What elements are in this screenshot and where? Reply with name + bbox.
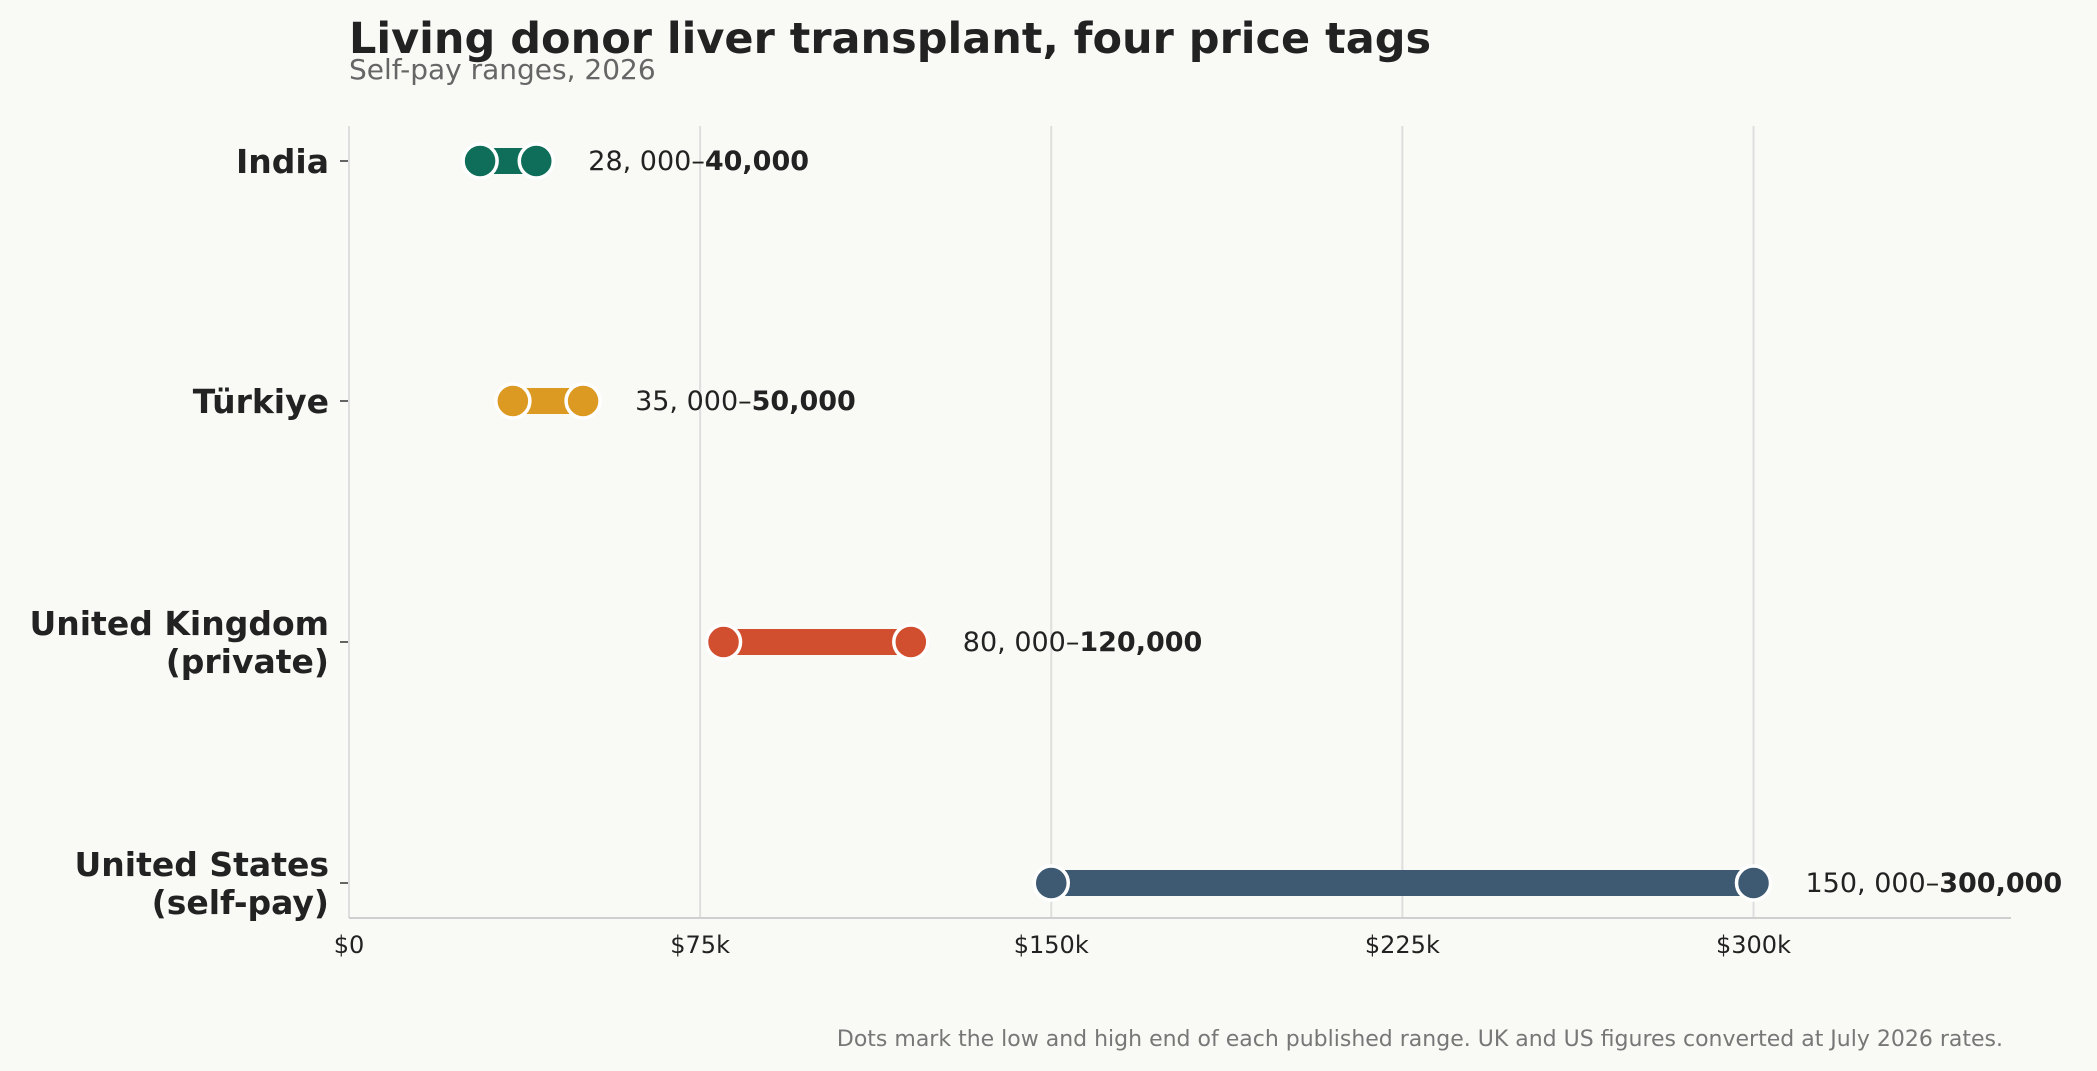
x-tick-label: $0 bbox=[334, 931, 365, 959]
labels: India 28, 000–40,000 Türkiye 35, 000–50,000… bbox=[29, 142, 2062, 922]
range-value-label: 28, 000–40,000 bbox=[588, 146, 809, 177]
range-low-text: 28, 000– bbox=[588, 146, 705, 177]
range-bar bbox=[723, 629, 911, 655]
range-high-text: 120,000 bbox=[1079, 627, 1202, 658]
axes: $0 $75k $150k $225k $300k bbox=[334, 160, 2011, 959]
low-dot bbox=[704, 623, 743, 661]
chart-footnote: Dots mark the low and high end of each p… bbox=[837, 1027, 2003, 1052]
range-low-text: 35, 000– bbox=[635, 386, 752, 417]
range-low-text: 150, 000– bbox=[1806, 868, 1940, 899]
high-dot bbox=[1734, 864, 1773, 902]
plot-area bbox=[461, 142, 1773, 902]
low-dot bbox=[1032, 864, 1071, 902]
chart-title: Living donor liver transplant, four pric… bbox=[349, 14, 1431, 64]
range-low-text: 80, 000– bbox=[963, 627, 1080, 658]
range-value-label: 80, 000–120,000 bbox=[963, 627, 1203, 658]
range-high-text: 40,000 bbox=[705, 146, 809, 177]
range-value-label: 35, 000–50,000 bbox=[635, 386, 856, 417]
chart-subtitle: Self-pay ranges, 2026 bbox=[349, 53, 656, 86]
high-dot bbox=[517, 142, 556, 180]
x-tick-label: $300k bbox=[1716, 931, 1791, 959]
category-label: United Kingdom bbox=[29, 604, 329, 643]
category-label: Türkiye bbox=[193, 382, 329, 421]
range-high-text: 50,000 bbox=[752, 386, 856, 417]
category-label: United States bbox=[75, 845, 329, 884]
category-label: India bbox=[236, 142, 329, 181]
x-tick-label: $225k bbox=[1365, 931, 1440, 959]
x-tick-label: $75k bbox=[670, 931, 730, 959]
high-dot bbox=[564, 382, 602, 420]
high-dot bbox=[892, 623, 930, 661]
grid bbox=[348, 126, 1755, 918]
low-dot bbox=[494, 382, 532, 420]
category-label: (private) bbox=[166, 642, 329, 681]
range-high-text: 300,000 bbox=[1939, 868, 2062, 899]
category-label: (self-pay) bbox=[152, 883, 329, 922]
range-bar bbox=[1051, 870, 1754, 896]
x-tick-label: $150k bbox=[1014, 931, 1089, 959]
range-value-label: 150, 000–300,000 bbox=[1806, 868, 2063, 899]
low-dot bbox=[461, 142, 499, 180]
